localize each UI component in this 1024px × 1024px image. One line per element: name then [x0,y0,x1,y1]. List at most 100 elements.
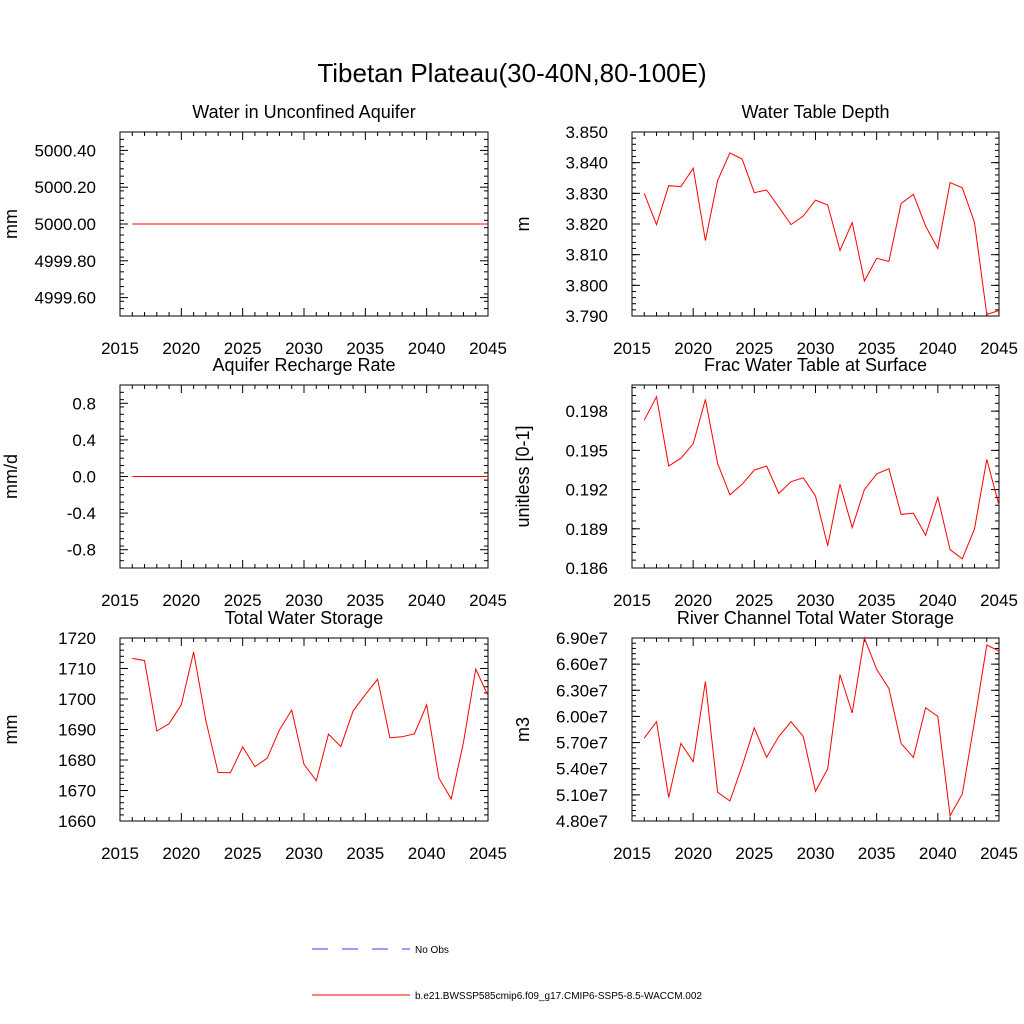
y-tick-label: 4.80e7 [556,812,608,831]
series-line [643,636,1000,818]
x-tick-label: 2035 [858,591,896,610]
y-tick-label: 1680 [58,751,96,770]
x-tick-label: 2020 [674,591,712,610]
y-tick-label: 4999.80 [35,252,96,271]
y-tick-label: 6.30e7 [556,681,608,700]
x-tick-label: 2020 [162,591,200,610]
y-tick-label: -0.4 [67,504,96,523]
y-tick-label: 3.800 [565,276,608,295]
y-tick-label: 1670 [58,782,96,801]
x-tick-label: 2020 [162,339,200,358]
y-tick-label: 4999.60 [35,289,96,308]
y-tick-label: 0.192 [565,481,608,500]
y-tick-label: 5.10e7 [556,786,608,805]
x-tick-label: 2035 [858,339,896,358]
plot-frame [631,637,1000,822]
chart-title: Water in Unconfined Aquifer [192,102,415,122]
x-tick-label: 2030 [797,844,835,863]
y-axis-label: mm/d [1,454,21,499]
y-tick-label: 5.70e7 [556,734,608,753]
x-tick-label: 2015 [613,339,651,358]
y-tick-label: 3.790 [565,307,608,326]
x-tick-label: 2015 [101,339,139,358]
chart-panel-3: Aquifer Recharge Rate mm/d 2015 2020 2025 203… [1,355,507,610]
y-tick-label: 3.830 [565,184,608,203]
x-tick-label: 2030 [797,339,835,358]
x-tick-label: 2040 [919,844,957,863]
plot-frame [631,384,1000,569]
x-tick-label: 2025 [735,339,773,358]
x-tick-label: 2045 [469,844,507,863]
chart-title: Aquifer Recharge Rate [212,355,395,375]
x-tick-label: 2030 [797,591,835,610]
y-tick-label: 0.8 [72,394,96,413]
x-tick-label: 2045 [469,339,507,358]
chart-title: Total Water Storage [225,608,383,628]
y-axis-label: m [513,217,533,232]
y-tick-label: 0.186 [565,559,608,578]
chart-title: River Channel Total Water Storage [677,608,954,628]
x-tick-label: 2035 [346,591,384,610]
y-axis-label: unitless [0-1] [513,425,533,527]
chart-title: Water Table Depth [741,102,889,122]
x-tick-label: 2025 [735,591,773,610]
x-tick-label: 2015 [613,591,651,610]
y-tick-label: 1710 [58,660,96,679]
x-tick-label: 2035 [346,339,384,358]
legend-model-label: b.e21.BWSSP585cmip6.f09_g17.CMIP6-SSP5-8… [415,991,702,1002]
y-tick-label: 1720 [58,629,96,648]
x-tick-label: 2035 [346,844,384,863]
y-tick-label: 5000.20 [35,178,96,197]
x-tick-label: 2045 [469,591,507,610]
legend: No Obs b.e21.BWSSP585cmip6.f09_g17.CMIP6… [312,945,702,1002]
chart-panel-6: River Channel Total Water Storage m3 2015 2… [513,608,1018,863]
chart-panel-1: Water in Unconfined Aquifer mm 2015 2020 202… [1,102,507,358]
x-tick-label: 2020 [162,844,200,863]
x-tick-label: 2040 [919,591,957,610]
chart-panel-2: Water Table Depth m 2015 2020 2025 2030 2035 20… [513,102,1018,358]
y-axis-label: mm [1,715,21,745]
chart-title: Frac Water Table at Surface [704,355,927,375]
y-tick-label: 6.90e7 [556,629,608,648]
y-tick-label: 3.840 [565,154,608,173]
y-tick-label: 0.198 [565,402,608,421]
plot-frame [119,637,489,822]
y-tick-label: 5000.40 [35,141,96,160]
x-tick-label: 2040 [408,591,446,610]
x-tick-label: 2045 [980,591,1018,610]
y-axis-label: mm [1,209,21,239]
x-tick-label: 2025 [735,844,773,863]
x-tick-label: 2030 [285,591,323,610]
x-tick-label: 2025 [224,591,262,610]
x-tick-label: 2025 [224,844,262,863]
y-tick-label: 5.40e7 [556,760,608,779]
x-tick-label: 2015 [613,844,651,863]
panels: Water in Unconfined Aquifer mm 2015 2020 202… [1,102,1018,863]
x-tick-label: 2015 [101,591,139,610]
x-tick-label: 2030 [285,844,323,863]
chart-panel-5: Total Water Storage mm 2015 2020 2025 2030 203… [1,608,507,863]
y-tick-label: 0.0 [72,468,96,487]
y-tick-label: 1700 [58,690,96,709]
x-tick-label: 2025 [224,339,262,358]
y-tick-label: 5000.00 [35,215,96,234]
x-tick-label: 2040 [408,339,446,358]
series-line [643,152,1000,316]
chart-panel-4: Frac Water Table at Surface unitless [0-1… [513,355,1018,610]
x-tick-label: 2040 [408,844,446,863]
y-tick-label: 6.60e7 [556,655,608,674]
x-tick-label: 2035 [858,844,896,863]
x-tick-label: 2045 [980,339,1018,358]
y-tick-label: 1690 [58,721,96,740]
y-tick-label: 0.195 [565,441,608,460]
y-tick-label: 0.189 [565,520,608,539]
y-tick-label: 0.4 [72,431,96,450]
y-tick-label: 3.850 [565,123,608,142]
series-line [643,395,1000,560]
page-title: Tibetan Plateau(30-40N,80-100E) [317,58,706,88]
plot-frame [631,131,1000,317]
y-tick-label: 3.810 [565,246,608,265]
y-axis-label: m3 [513,717,533,742]
series-line [132,651,489,801]
